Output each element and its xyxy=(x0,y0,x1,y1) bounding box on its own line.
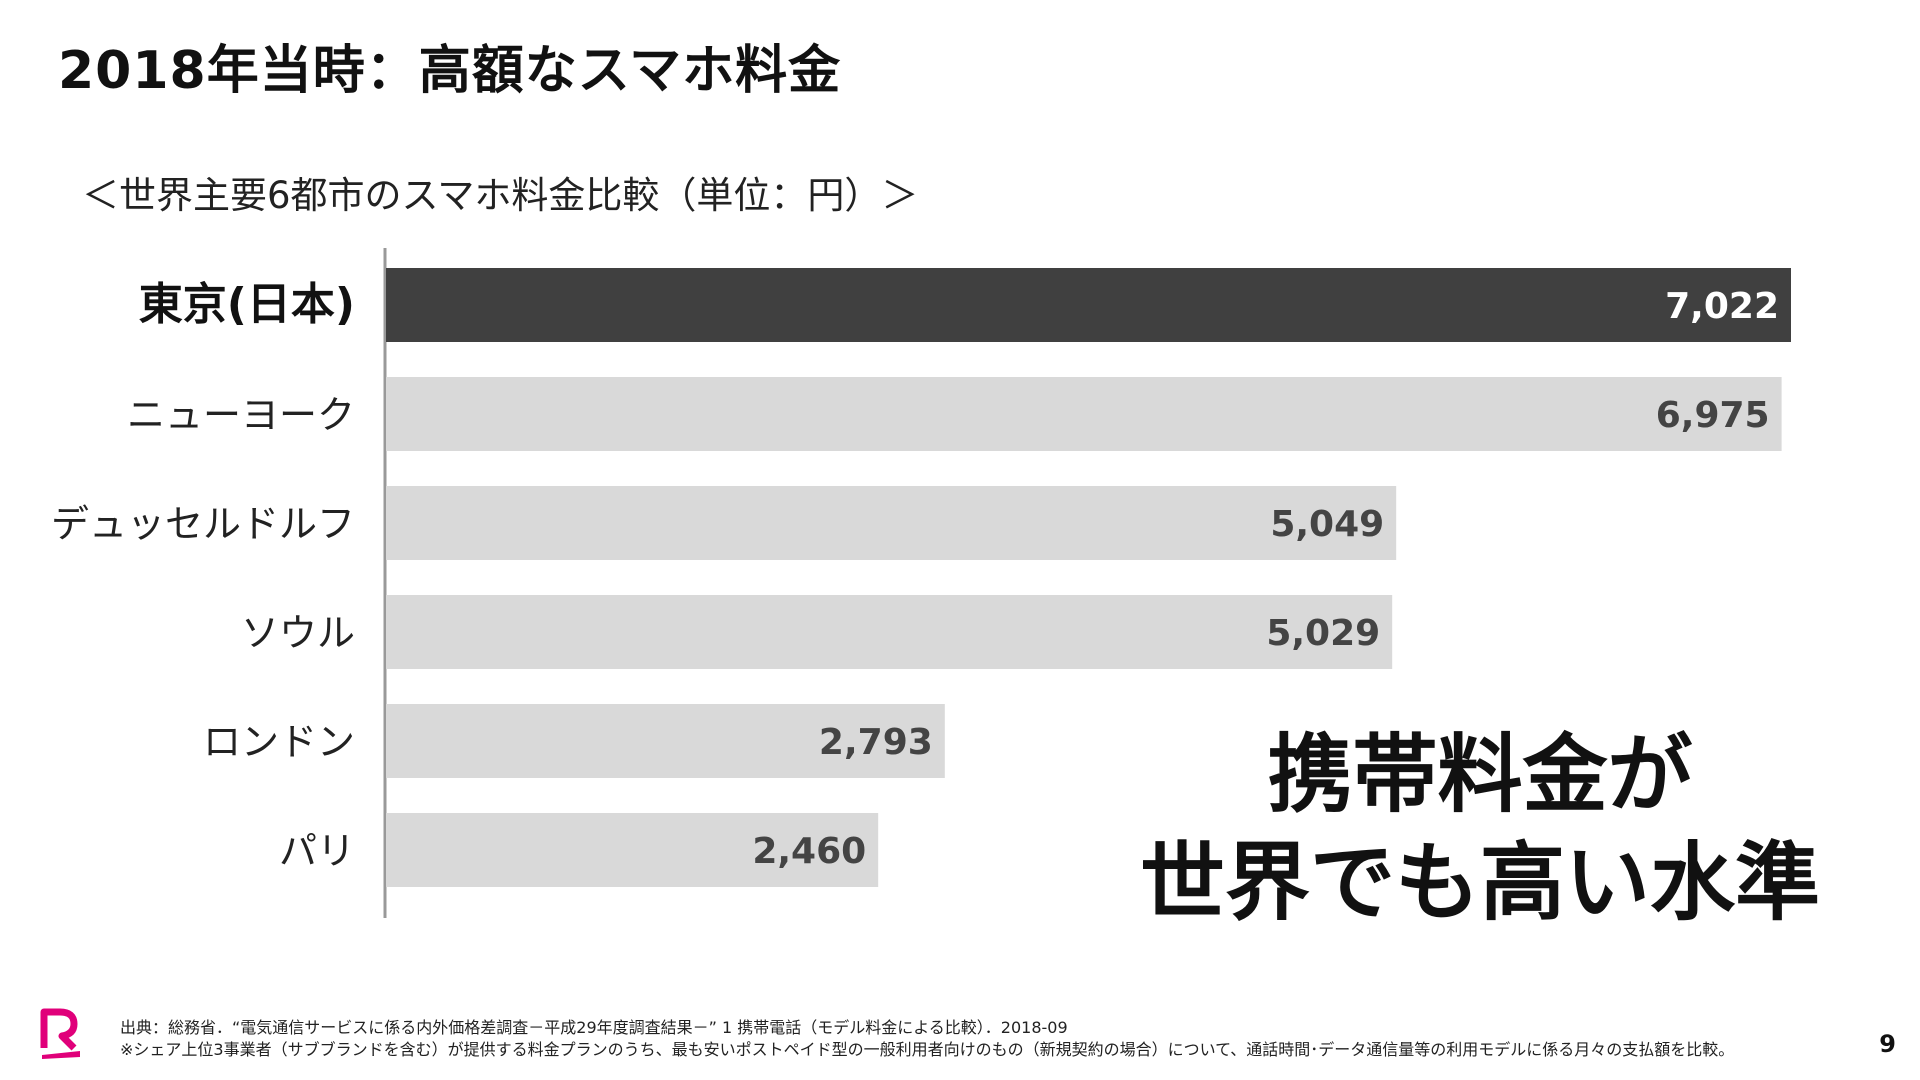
bar-0 xyxy=(386,268,1791,342)
category-label: デュッセルドルフ xyxy=(51,502,355,546)
slide-title: 2018年当時：高額なスマホ料金 xyxy=(58,41,842,101)
category-label: ニューヨーク xyxy=(127,393,355,437)
key-message-line-2: 世界でも高い水準 xyxy=(1139,834,1820,933)
bar-1 xyxy=(386,377,1782,451)
category-label: パリ xyxy=(279,829,355,873)
bar-value-label: 2,793 xyxy=(819,722,933,763)
bar-value-label: 5,029 xyxy=(1266,613,1380,654)
footnotes: 出典：総務省．“電気通信サービスに係る内外価格差調査－平成29年度調査結果－” … xyxy=(120,1017,1734,1061)
key-message: 携帯料金が 世界でも高い水準 xyxy=(1080,722,1880,938)
bar-value-label: 6,975 xyxy=(1656,395,1770,436)
bar-value-label: 5,049 xyxy=(1270,504,1384,545)
category-label: ロンドン xyxy=(203,720,355,764)
bar-value-label: 2,460 xyxy=(752,831,866,872)
page-number: 9 xyxy=(1879,1030,1896,1058)
bar-5 xyxy=(386,813,879,887)
category-label: ソウル xyxy=(241,611,355,655)
bar-4 xyxy=(386,704,945,778)
bar-2 xyxy=(386,486,1397,560)
footnote-note: ※シェア上位3事業者（サブブランドを含む）が提供する料金プランのうち、最も安いポ… xyxy=(120,1040,1735,1059)
bar-3 xyxy=(386,595,1393,669)
category-label: 東京(日本) xyxy=(139,279,355,330)
footnote-source: 出典：総務省．“電気通信サービスに係る内外価格差調査－平成29年度調査結果－” … xyxy=(120,1018,1068,1037)
rakuten-r-logo xyxy=(40,1008,82,1064)
key-message-line-1: 携帯料金が xyxy=(1267,726,1693,825)
chart-subtitle: ＜世界主要6都市のスマホ料金比較（単位：円）＞ xyxy=(82,174,919,217)
bar-value-label: 7,022 xyxy=(1665,286,1779,327)
